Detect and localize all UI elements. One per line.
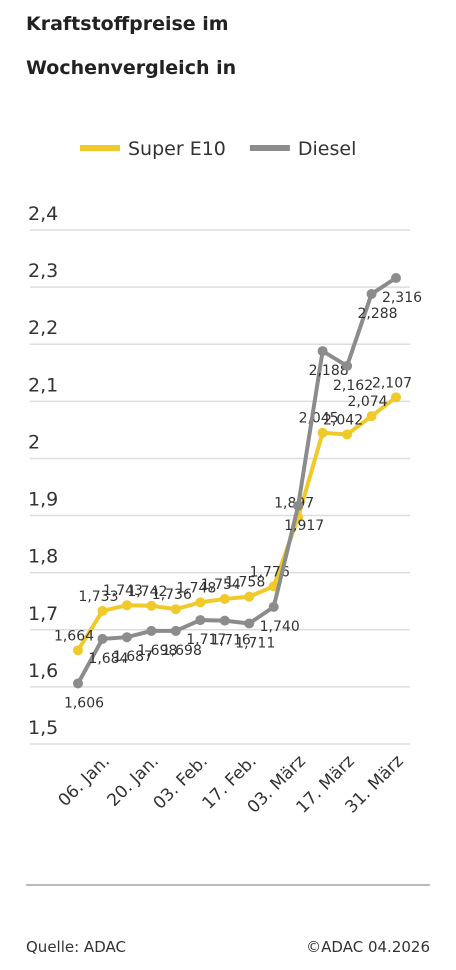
data-point [244, 618, 255, 629]
data-point [170, 604, 181, 615]
data-point [219, 615, 230, 626]
y-tick-label: 1,6 [28, 660, 58, 682]
y-tick-label: 2,3 [28, 260, 58, 282]
data-point [366, 288, 377, 299]
data-point [73, 645, 83, 656]
value-label: 2,288 [357, 306, 397, 322]
value-label: 1,711 [235, 635, 275, 651]
y-tick-label: 2,4 [28, 203, 58, 225]
value-label: 1,664 [54, 628, 94, 644]
data-point [146, 625, 157, 636]
value-label: 1,733 [78, 589, 118, 605]
x-tick-label: 06. Jan. [55, 751, 114, 810]
value-label: 1,736 [152, 587, 192, 603]
value-label: 1,742 [127, 584, 167, 600]
data-point [195, 597, 206, 608]
data-point [244, 591, 255, 602]
value-label: 1,698 [137, 643, 177, 659]
y-tick-label: 2,2 [28, 317, 58, 339]
value-label: 2,107 [372, 375, 412, 391]
data-point [366, 411, 377, 422]
legend-label: Diesel [298, 138, 356, 160]
data-point [317, 346, 328, 357]
value-label: 1,698 [162, 643, 202, 659]
value-label: 1,740 [260, 619, 300, 635]
value-label: 2,045 [299, 411, 339, 427]
data-point [391, 392, 401, 403]
data-point [146, 600, 157, 611]
series-line [76, 276, 398, 685]
value-label: 1,758 [225, 575, 265, 591]
data-point [293, 500, 304, 511]
y-tick-label: 2 [28, 431, 40, 453]
title-box: Kraftstoffpreise im Wochenvergleich in E… [26, 13, 237, 79]
legend-label: Super E10 [128, 138, 226, 160]
data-point [342, 429, 353, 440]
data-point [219, 593, 230, 604]
data-point [317, 427, 328, 438]
value-label: 1,754 [201, 577, 241, 593]
value-label: 2,162 [333, 378, 373, 394]
value-label: 1,606 [64, 695, 104, 711]
value-label: 1,687 [113, 649, 153, 665]
data-point [195, 615, 206, 626]
data-point [170, 625, 181, 636]
y-tick-label: 1,9 [28, 489, 58, 511]
value-label: 1,748 [176, 580, 216, 596]
value-label: 1,716 [211, 633, 251, 649]
data-point [73, 678, 83, 689]
value-label: 2,042 [323, 412, 363, 428]
y-tick-label: 1,7 [28, 603, 58, 625]
value-label: 1,743 [103, 583, 143, 599]
value-label: 2,188 [309, 363, 349, 379]
data-point [121, 600, 132, 611]
data-point [97, 633, 108, 644]
data-point [121, 632, 132, 643]
data-point [342, 360, 353, 371]
y-tick-label: 1,5 [28, 717, 58, 739]
y-tick-label: 2,1 [28, 374, 58, 396]
value-label: 1,717 [186, 632, 226, 648]
value-label: 2,074 [347, 394, 387, 410]
chart-title: Kraftstoffpreise im Wochenvergleich in E… [26, 13, 237, 79]
value-label: 1,917 [284, 518, 324, 534]
y-tick-label: 1,8 [28, 546, 58, 568]
value-label: 1,684 [88, 651, 128, 667]
copyright: ©ADAC 04.2026 [306, 938, 430, 956]
data-point [268, 601, 279, 612]
data-point [391, 272, 401, 283]
value-label: 2,316 [382, 290, 422, 306]
data-point [97, 605, 108, 616]
source: Quelle: ADAC [26, 938, 126, 956]
